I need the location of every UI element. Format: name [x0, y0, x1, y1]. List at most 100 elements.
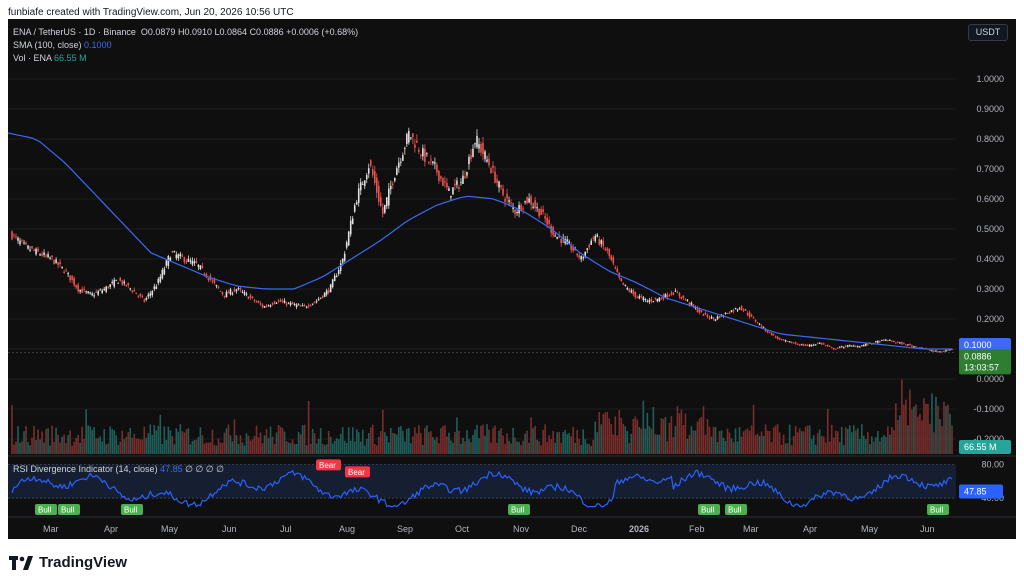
rsi-legend[interactable]: RSI Divergence Indicator (14, close) 47.… [13, 464, 224, 475]
volume-bar [365, 438, 368, 454]
bull-label-bg [121, 504, 143, 516]
candle-body [139, 294, 142, 296]
candle-body [536, 207, 538, 209]
volume-bar [111, 429, 114, 454]
candle-body [319, 297, 322, 299]
y-tick-label: 0.3000 [976, 284, 1004, 294]
ohlc-close: C0.0886 [249, 27, 284, 37]
volume-bar [572, 426, 574, 454]
volume-bar [345, 442, 348, 454]
candle-body [630, 290, 633, 293]
candle-body [546, 217, 548, 225]
x-tick-label: Mar [43, 524, 59, 534]
candle-body [249, 295, 252, 298]
volume-bar [145, 437, 148, 454]
volume-bar [905, 399, 907, 454]
candle-body [295, 304, 298, 308]
candle-body [642, 297, 645, 300]
volume-bar [227, 424, 230, 454]
volume-bar [927, 403, 929, 454]
volume-bar [640, 428, 643, 454]
candle-body [570, 245, 572, 250]
volume-bar [606, 412, 609, 454]
volume-bar [790, 445, 793, 454]
volume-bar [654, 434, 657, 454]
volume-bar [229, 435, 232, 454]
candle-body [891, 340, 893, 342]
candle-body [398, 162, 400, 168]
sma-legend[interactable]: SMA (100, close) 0.1000 [13, 40, 112, 50]
volume-bar [736, 441, 739, 454]
volume-bar [442, 426, 444, 454]
volume-bar [756, 433, 759, 454]
candle-body [830, 347, 833, 349]
volume-bar [586, 443, 589, 454]
volume-bar [231, 441, 234, 454]
candle-body [11, 231, 13, 240]
volume-bar [371, 424, 374, 454]
volume-bar [568, 433, 570, 454]
candle-body [213, 279, 216, 283]
volume-bar [251, 439, 254, 454]
candle-body [255, 301, 258, 303]
volume-bar [554, 442, 556, 454]
candle-body [428, 162, 430, 164]
chart-panel[interactable]: 1.0000 0.9000 0.8000 0.7000 0.6000 0.5000 0.40… [8, 19, 1016, 539]
candle-body [71, 275, 73, 280]
candle-body [632, 290, 635, 295]
countdown-tag: 13:03:57 [964, 362, 999, 372]
candle-body [949, 349, 951, 351]
volume-bar [526, 430, 528, 454]
candle-body [337, 270, 340, 274]
candle-body [644, 299, 647, 301]
ohlc-high: H0.0910 [177, 27, 212, 37]
volume-bar [684, 413, 687, 454]
candle-body [335, 275, 338, 278]
volume-bar [267, 438, 270, 454]
volume-bar [305, 445, 308, 454]
volume-bar [859, 439, 861, 454]
volume-legend[interactable]: Vol · ENA 66.55 M [13, 53, 87, 63]
rsi-tick-label: 80.00 [981, 459, 1004, 469]
volume-bar [899, 415, 901, 454]
volume-bar [277, 424, 280, 454]
candle-body [229, 289, 232, 295]
volume-bar [895, 403, 897, 454]
volume-bar [213, 444, 216, 454]
volume-bar [598, 411, 601, 454]
volume-value: 66.55 M [54, 53, 87, 63]
volume-bar [836, 431, 839, 454]
volume-bar [780, 444, 783, 454]
volume-bar [379, 430, 382, 454]
volume-bar [706, 419, 709, 454]
candle-body [846, 345, 849, 347]
volume-bar [73, 441, 75, 454]
candle-body [185, 261, 188, 263]
candle-body [277, 300, 280, 302]
candle-body [21, 239, 23, 241]
volume-bar [219, 442, 222, 454]
candle-body [131, 290, 134, 292]
candle-body [800, 344, 803, 346]
candle-body [25, 242, 27, 245]
candle-body [251, 296, 254, 298]
volume-bar [933, 432, 935, 454]
volume-bar [71, 445, 73, 454]
candle-body [945, 350, 947, 352]
currency-button[interactable]: USDT [968, 24, 1008, 41]
volume-bar [778, 432, 781, 454]
volume-bar [283, 431, 286, 454]
candle-body [293, 303, 296, 305]
volume-bar [642, 400, 645, 454]
price-chart-svg[interactable]: 1.0000 0.9000 0.8000 0.7000 0.6000 0.5000 0.40… [8, 19, 1016, 539]
y-tick-label: 0.4000 [976, 254, 1004, 264]
volume-bar [854, 430, 857, 454]
volume-bar [321, 443, 324, 454]
volume-bar [700, 417, 703, 454]
volume-bar [913, 406, 915, 454]
volume-bar [520, 445, 522, 454]
volume-tag-bg [959, 440, 1011, 454]
volume-bar [830, 424, 833, 454]
volume-bar [325, 444, 328, 454]
volume-bar [768, 431, 771, 454]
